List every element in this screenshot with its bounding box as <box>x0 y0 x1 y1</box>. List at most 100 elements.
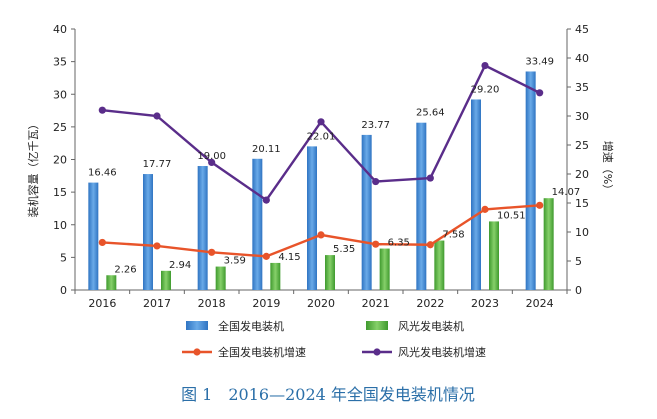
total-capacity-label: 16.46 <box>88 168 117 179</box>
wind-solar-bar <box>215 266 226 290</box>
wind-solar-label: 2.94 <box>169 260 191 271</box>
x-tick-label: 2020 <box>307 297 335 310</box>
legend-total-capacity: 全国发电装机 <box>186 319 284 333</box>
total-growth-point <box>317 231 325 239</box>
legend-wind-solar-growth: 风光发电装机增速 <box>362 345 486 359</box>
left-tick-label: 0 <box>60 284 67 297</box>
wind-solar-label: 3.59 <box>224 256 246 267</box>
right-tick-label: 15 <box>575 197 589 210</box>
wind-solar-growth-point <box>426 174 434 182</box>
wind-solar-growth-point <box>536 89 544 97</box>
y2-axis-label: 增速（%） <box>601 141 615 195</box>
wind-solar-bar <box>379 248 390 290</box>
total-capacity-label: 33.49 <box>525 56 554 67</box>
left-tick-label: 20 <box>53 154 67 167</box>
total-capacity-label: 19.00 <box>197 151 226 162</box>
wind-solar-growth-point <box>153 112 161 120</box>
wind-solar-label: 10.51 <box>497 210 526 221</box>
x-tick-label: 2023 <box>471 297 499 310</box>
left-tick-label: 10 <box>53 219 67 232</box>
total-capacity-label: 29.20 <box>471 84 500 95</box>
right-tick-label: 25 <box>575 139 589 152</box>
wind-solar-label: 6.35 <box>388 238 410 249</box>
left-tick-label: 40 <box>53 23 67 36</box>
total-capacity-bar <box>525 71 536 290</box>
right-tick-label: 30 <box>575 110 589 123</box>
wind-solar-bar <box>106 275 117 290</box>
total-capacity-bar <box>361 134 372 290</box>
wind-solar-growth-point <box>262 196 270 204</box>
wind-solar-growth-point <box>98 106 106 114</box>
right-tick-label: 5 <box>575 255 582 268</box>
left-tick-label: 30 <box>53 88 67 101</box>
left-tick-label: 35 <box>53 56 67 69</box>
x-tick-label: 2018 <box>198 297 226 310</box>
total-growth-point <box>536 201 544 209</box>
wind-solar-bar <box>489 221 499 290</box>
wind-solar-label: 7.58 <box>442 230 464 241</box>
total-growth-point <box>481 205 489 213</box>
total-growth-point <box>372 240 380 248</box>
left-tick-label: 15 <box>53 186 67 199</box>
wind-solar-growth-point <box>208 158 216 166</box>
x-tick-label: 2022 <box>416 297 444 310</box>
wind-solar-growth-point <box>317 118 325 126</box>
total-growth-point <box>208 248 216 256</box>
legend-total-growth: 全国发电装机增速 <box>182 345 306 359</box>
x-axis-ticks: 2016 2017 2018 2019 2020 2021 2022 2023 2024 <box>74 290 568 310</box>
wind-solar-growth-point <box>481 61 489 70</box>
right-tick-label: 0 <box>575 284 582 297</box>
legend-label: 风光发电装机增速 <box>398 345 486 359</box>
right-tick-label: 20 <box>575 168 589 181</box>
right-tick-label: 10 <box>575 226 589 239</box>
wind-solar-growth-point <box>372 177 380 186</box>
x-tick-label: 2024 <box>526 297 554 310</box>
total-capacity-bar <box>252 158 263 290</box>
left-tick-label: 25 <box>53 121 67 134</box>
x-tick-label: 2019 <box>252 297 280 310</box>
left-tick-label: 5 <box>60 251 67 264</box>
lines <box>98 61 544 260</box>
total-capacity-bar <box>416 122 427 290</box>
total-capacity-label: 22.01 <box>307 131 336 142</box>
wind-solar-label: 14.07 <box>552 187 581 198</box>
total-capacity-bar <box>143 174 153 290</box>
wind-solar-label: 4.15 <box>278 252 300 263</box>
legend-label: 全国发电装机增速 <box>218 345 306 359</box>
x-tick-label: 2021 <box>362 297 390 310</box>
legend-swatch <box>366 321 388 330</box>
legend-swatch <box>186 321 208 330</box>
total-growth-point <box>153 242 161 250</box>
left-axis-ticks: 0 5 10 15 20 25 30 35 40 <box>53 23 75 297</box>
total-capacity-bar <box>471 99 481 290</box>
right-tick-label: 40 <box>575 52 589 65</box>
right-tick-label: 35 <box>575 81 589 94</box>
wind-solar-bar <box>325 255 335 290</box>
y-axis-label: 装机容量（亿千瓦） <box>26 119 40 218</box>
total-growth-point <box>98 238 106 247</box>
legend-marker <box>193 348 201 356</box>
total-capacity-label: 20.11 <box>252 144 281 155</box>
wind-solar-bar <box>270 262 281 290</box>
wind-solar-bar <box>543 198 554 290</box>
legend-wind-solar: 风光发电装机 <box>366 319 464 333</box>
total-capacity-label: 17.77 <box>143 159 172 170</box>
legend-label: 全国发电装机 <box>218 319 284 333</box>
total-capacity-label: 23.77 <box>361 120 390 131</box>
total-capacity-bar <box>88 182 99 290</box>
legend-label: 风光发电装机 <box>398 319 464 333</box>
x-tick-label: 2016 <box>88 297 116 310</box>
wind-solar-label: 2.26 <box>114 264 136 275</box>
total-capacity-bar <box>197 166 208 290</box>
data-labels: 16.46 17.77 19.00 20.11 22.01 23.77 25.64 29.20… <box>88 56 580 275</box>
figure-caption: 图 1 2016—2024 年全国发电装机情况 <box>181 385 475 404</box>
bars <box>88 71 554 290</box>
x-tick-label: 2017 <box>143 297 171 310</box>
legend-marker <box>373 348 381 356</box>
total-capacity-label: 25.64 <box>416 108 445 119</box>
right-tick-label: 45 <box>575 23 589 36</box>
total-growth-point <box>262 252 270 260</box>
wind-solar-bar <box>434 240 445 290</box>
